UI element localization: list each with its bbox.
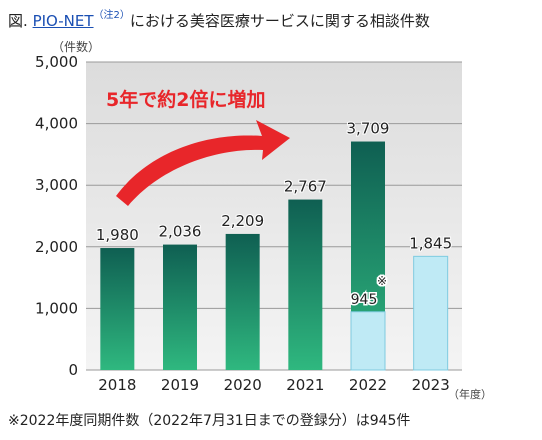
- bar-2020: [225, 233, 260, 370]
- title-prefix: 図.: [8, 12, 28, 30]
- bar-2019: [163, 244, 197, 370]
- bar-2023: [413, 255, 449, 371]
- plot-area: [86, 62, 462, 370]
- y-tick-label: 2,000: [35, 238, 78, 256]
- x-tick-label: 2020: [224, 376, 262, 394]
- chart-title: 図. PIO-NET（注2）における美容医療サービスに関する相談件数: [8, 8, 430, 31]
- growth-annotation: 5年で約2倍に増加: [106, 88, 265, 111]
- note-mark: （注2）: [93, 10, 130, 21]
- same-period-mark: ※: [377, 274, 387, 288]
- value-label-2018: 1,980: [96, 226, 139, 244]
- growth-arrow: [116, 120, 290, 206]
- x-tick-label: 2022: [349, 376, 387, 394]
- y-axis-unit: （件数）: [52, 40, 101, 54]
- value-label-2019: 2,036: [159, 223, 202, 241]
- bar-2022-same-period: [350, 311, 386, 371]
- x-tick-label: 2023: [412, 376, 450, 394]
- footnote: ※2022年度同期件数（2022年7月31日までの登録分）は945件: [8, 413, 411, 429]
- value-label-2022: 3,709: [347, 120, 390, 138]
- value-label-2020: 2,209: [221, 212, 264, 230]
- x-axis-unit: （年度）: [448, 388, 492, 401]
- title-suffix: における美容医療サービスに関する相談件数: [129, 12, 430, 30]
- y-tick-label: 5,000: [35, 53, 78, 71]
- y-tick-label: 4,000: [35, 115, 78, 133]
- bar-2018: [100, 248, 135, 370]
- y-tick-label: 0: [68, 361, 78, 379]
- y-tick-label: 1,000: [35, 299, 78, 317]
- same-period-label: 945: [351, 292, 378, 308]
- value-label-2021: 2,767: [284, 178, 327, 196]
- x-tick-label: 2021: [286, 376, 324, 394]
- pio-net-link[interactable]: PIO-NET: [32, 12, 94, 30]
- x-tick-label: 2019: [161, 376, 199, 394]
- x-tick-label: 2018: [98, 376, 136, 394]
- y-tick-label: 3,000: [35, 176, 78, 194]
- value-label-2023: 1,845: [409, 234, 452, 252]
- bar-2021: [288, 199, 323, 370]
